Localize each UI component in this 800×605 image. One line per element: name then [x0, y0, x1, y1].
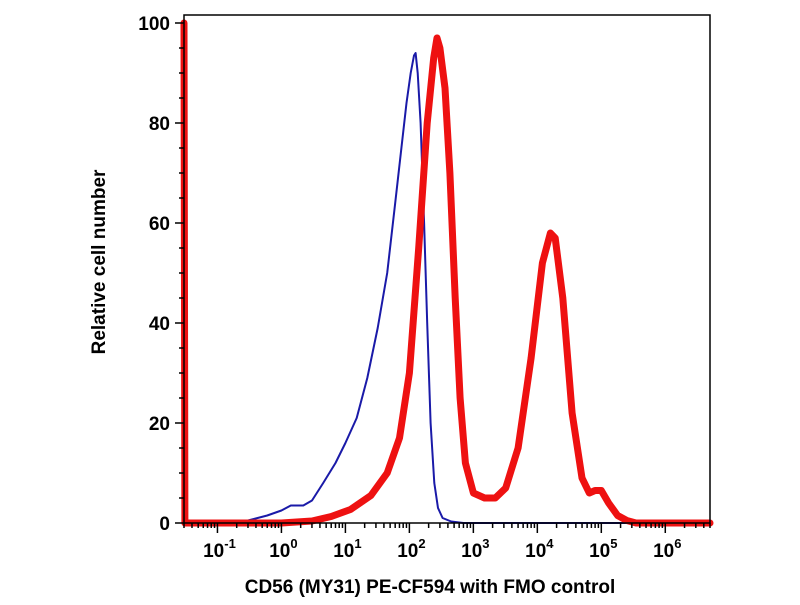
x-axis: 10-1 100 101 102 103 104 105 106	[183, 523, 711, 562]
x-tick-label: 104	[525, 536, 554, 562]
x-tick-label: 106	[653, 536, 681, 562]
x-tick-label: 10-1	[203, 536, 236, 562]
series-line-2	[180, 19, 714, 527]
series-line-1	[183, 22, 711, 524]
y-tick-label: 60	[149, 214, 170, 235]
y-tick-label: 100	[138, 14, 170, 35]
plot-border	[183, 14, 711, 524]
y-tick-label: 0	[159, 514, 170, 535]
x-tick-label: 101	[333, 536, 361, 562]
y-tick-label: 40	[149, 314, 170, 335]
x-tick-label: 103	[461, 536, 489, 562]
y-tick-label: 20	[149, 414, 170, 435]
x-tick-label: 105	[589, 536, 617, 562]
plot-frame	[183, 14, 711, 524]
x-tick-label: 100	[269, 536, 297, 562]
series-layer	[180, 19, 714, 527]
x-axis-title: CD56 (MY31) PE-CF594 with FMO control	[245, 577, 616, 598]
y-tick-label: 80	[149, 114, 170, 135]
y-axis: 0 20 40 60 80 100	[138, 14, 184, 535]
y-axis-title: Relative cell number	[89, 169, 110, 354]
x-tick-label: 102	[397, 536, 425, 562]
